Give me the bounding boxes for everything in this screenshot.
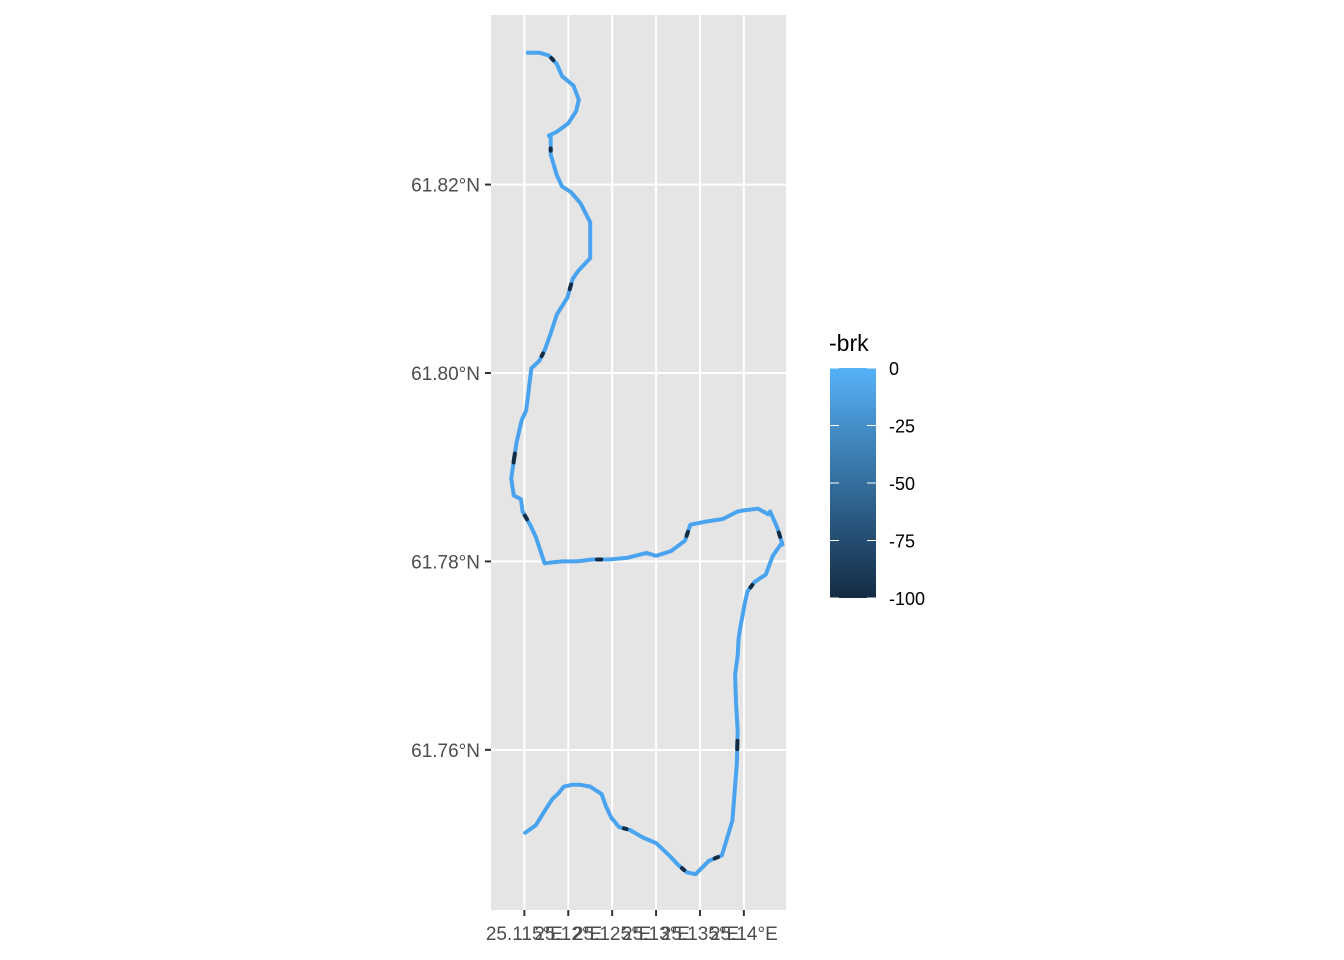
legend-break-label: -100 xyxy=(889,589,925,609)
track-line xyxy=(509,50,785,877)
brake-segment xyxy=(511,451,517,465)
legend-title: -brk xyxy=(829,330,869,356)
brake-segment xyxy=(549,56,556,63)
plot-panel xyxy=(491,15,786,910)
y-tick-label: 61.80°N xyxy=(411,364,480,385)
x-tick-label: 25.13°E xyxy=(622,924,690,945)
y-tick-label: 61.78°N xyxy=(411,552,480,573)
gps-track xyxy=(509,50,785,877)
colorbar-legend: -brk 0 -25 -50 -75 -100 xyxy=(829,330,925,609)
legend-break-label: -25 xyxy=(889,417,915,437)
x-tick-label: 25.135°E xyxy=(661,924,739,945)
x-tick-label: 25.12°E xyxy=(534,924,602,945)
legend-break-label: -50 xyxy=(889,474,915,494)
brake-segment xyxy=(567,282,574,292)
brake-segment xyxy=(776,530,783,539)
legend-break-label: 0 xyxy=(889,359,899,379)
brake-segment xyxy=(522,513,529,522)
brake-segment xyxy=(712,855,720,861)
brake-segment xyxy=(679,866,687,873)
x-tick-label: 25.115°E xyxy=(486,924,563,945)
brake-segment xyxy=(621,826,629,832)
y-tick-label: 61.82°N xyxy=(411,176,480,197)
x-tick-label: 25.125°E xyxy=(573,924,651,945)
x-tick-label: 25.14°E xyxy=(710,924,778,945)
brake-segment xyxy=(684,529,690,538)
brake-segment xyxy=(748,582,755,590)
axes: 25.115°E25.12°E25.125°E25.13°E25.135°E25… xyxy=(411,176,778,945)
grid-lines xyxy=(491,15,786,910)
y-tick-label: 61.76°N xyxy=(411,741,480,762)
brake-segment xyxy=(539,351,545,359)
legend-break-label: -75 xyxy=(889,532,915,552)
